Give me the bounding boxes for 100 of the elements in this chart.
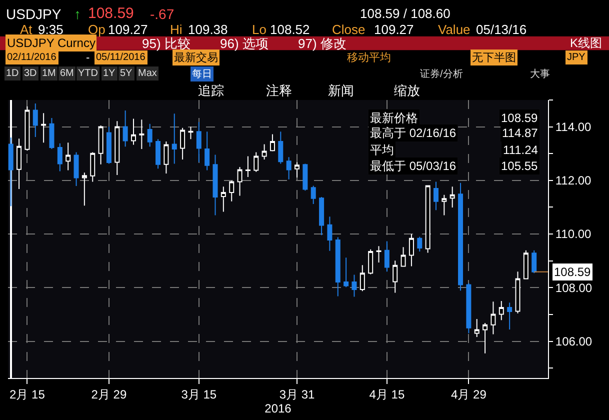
- candlestick: [482, 322, 488, 354]
- candlestick: [220, 186, 226, 212]
- candlestick: [400, 246, 406, 267]
- text: 注释: [266, 83, 292, 98]
- text: -.67: [150, 6, 174, 22]
- text: At: [20, 22, 33, 37]
- text: 02/11/2016: [7, 52, 57, 63]
- text: 9:35: [38, 22, 64, 37]
- candlestick: [204, 131, 210, 171]
- text: 3D: [24, 68, 37, 79]
- text: USDJPY: [6, 6, 62, 22]
- text: YTD: [78, 68, 98, 79]
- candlestick: [523, 250, 528, 280]
- x-tick-label: 4月 15: [369, 387, 405, 402]
- text: Lo: [252, 22, 266, 37]
- candlestick: [164, 141, 169, 174]
- text: Close: [332, 22, 366, 37]
- text: 追踪: [198, 83, 224, 98]
- candlestick: [474, 318, 480, 338]
- candlestick: [229, 180, 234, 202]
- text: 05/11/2016: [96, 52, 146, 63]
- candlestick: [442, 194, 447, 216]
- candlestick: [156, 138, 161, 170]
- text: 108.52: [270, 22, 310, 37]
- text: Value: [438, 22, 470, 37]
- annotation: 最低于 05/03/16: [370, 159, 456, 173]
- candlestick: [270, 134, 275, 152]
- y-tick-label: 108.00: [555, 280, 592, 295]
- text: 1D: [6, 68, 19, 79]
- candlestick: [106, 126, 112, 164]
- candlestick: [147, 123, 152, 148]
- candlestick: [490, 301, 496, 335]
- text: 95) 比较: [142, 36, 190, 51]
- x-tick-label: 3月 15: [181, 387, 217, 402]
- text: K线图: [570, 36, 602, 50]
- candlestick: [458, 182, 464, 292]
- candlestick: [82, 172, 87, 206]
- text: 97) 修改: [298, 36, 346, 51]
- annotation: 平均: [370, 143, 394, 157]
- candlestick: [433, 181, 438, 211]
- text: 05/13/16: [476, 22, 527, 37]
- y-tick-label: 106.00: [555, 334, 592, 348]
- candlestick: [286, 156, 292, 180]
- candlestick: [188, 126, 194, 140]
- candlestick: [16, 138, 22, 190]
- candlestick: [384, 240, 390, 272]
- y-tick-label: 114.00: [555, 120, 592, 134]
- text: Hi: [170, 22, 182, 37]
- x-tick-label: 3月 31: [279, 387, 316, 402]
- candlestick: [408, 234, 414, 267]
- annotation: 105.55: [501, 159, 538, 173]
- candlestick: [180, 127, 186, 160]
- candlestick: [66, 142, 71, 171]
- text: 缩放: [394, 83, 420, 98]
- text: 6M: [60, 68, 74, 79]
- x-axis-title: 2016: [264, 401, 292, 416]
- text: 96) 选项: [220, 36, 268, 51]
- text: 新闻: [328, 83, 354, 98]
- text: 108.59: [88, 5, 134, 22]
- candlestick: [310, 185, 316, 205]
- candlestick: [294, 162, 300, 178]
- text: Op: [88, 22, 106, 37]
- candlestick: [507, 302, 512, 330]
- text: 最新交易: [174, 51, 218, 64]
- text: JPY: [567, 52, 586, 63]
- candlestick: [130, 118, 136, 146]
- candlestick: [360, 264, 365, 292]
- y-tick-label: 110.00: [555, 227, 592, 242]
- candlestick: [212, 154, 218, 216]
- text: 109.27: [108, 22, 148, 37]
- text: 108.59: [554, 265, 592, 279]
- candlestick: [392, 260, 398, 294]
- candlestick: [335, 236, 340, 297]
- candlestick: [74, 152, 79, 187]
- candlestick: [32, 102, 38, 138]
- text: USDJPY Curncy: [7, 36, 96, 50]
- candlestick: [302, 163, 308, 192]
- x-tick-label: 2月 15: [10, 387, 46, 402]
- candlestick: [368, 248, 374, 275]
- candlestick: [344, 257, 349, 288]
- candlestick: [98, 124, 104, 165]
- candlestick: [450, 186, 455, 208]
- candlestick: [139, 119, 144, 150]
- y-tick-label: 112.00: [555, 174, 592, 188]
- candlestick: [196, 121, 202, 163]
- text: -: [86, 52, 90, 64]
- text: 1M: [42, 68, 56, 79]
- candlestick: [24, 106, 30, 152]
- candlestick: [466, 282, 472, 334]
- candlestick: [417, 236, 422, 252]
- candlestick: [319, 196, 324, 236]
- candlestick: [49, 117, 54, 150]
- text: 109.38: [188, 22, 228, 37]
- x-tick-label: 4月 29: [451, 387, 487, 402]
- candlestick: [41, 112, 46, 144]
- candlestick: [515, 271, 520, 314]
- text: 109.27: [374, 22, 414, 37]
- candlestick: [172, 113, 177, 164]
- text: 无下半图: [472, 51, 516, 64]
- candlestick: [90, 152, 96, 182]
